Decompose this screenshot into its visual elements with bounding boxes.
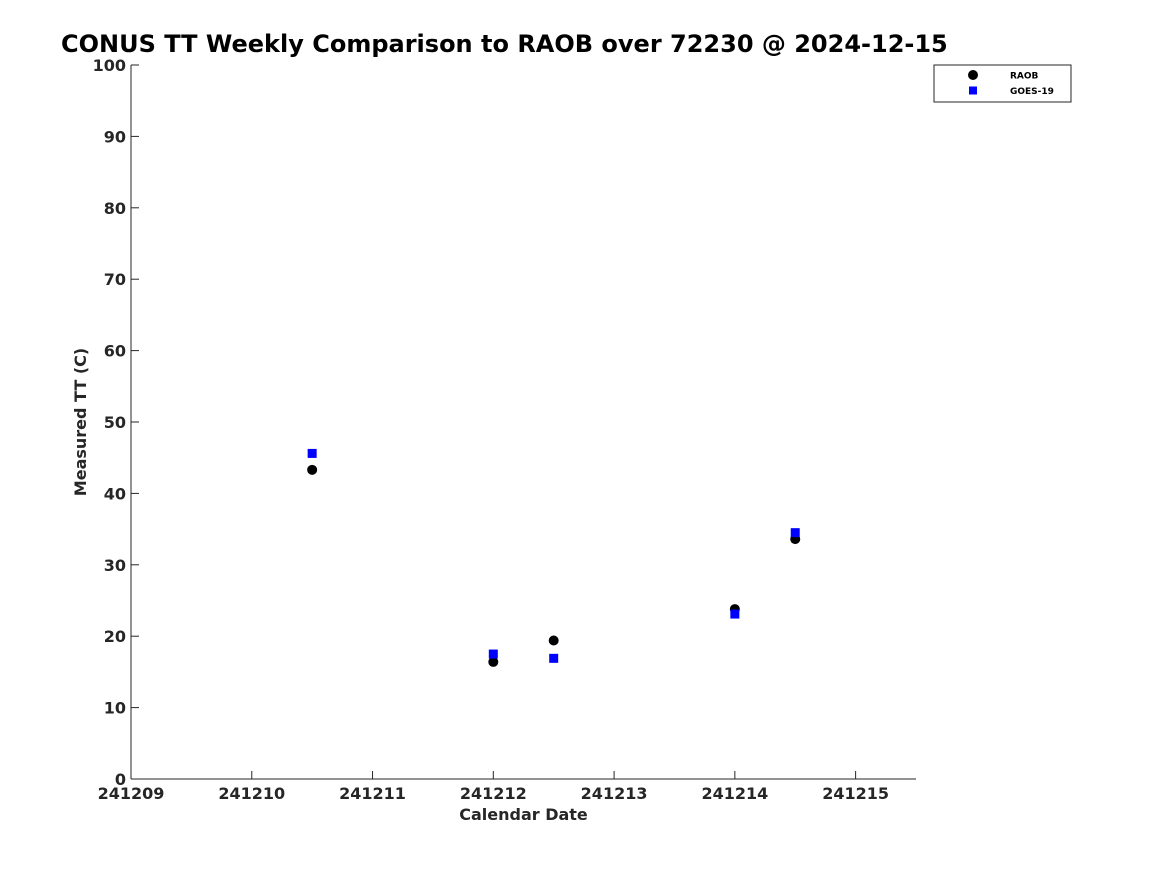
legend: RAOB GOES-19 <box>933 64 1072 103</box>
legend-marker-goes-19 <box>969 86 977 95</box>
point-goes-19 <box>307 448 317 458</box>
point-raob <box>307 464 318 475</box>
x-tick-label: 241214 <box>701 784 768 803</box>
legend-label-goes-19: GOES-19 <box>1010 87 1054 97</box>
y-tick-label: 40 <box>104 484 126 503</box>
x-tick-label: 241210 <box>218 784 285 803</box>
y-axis-label: Measured TT (C) <box>71 348 90 496</box>
data-points <box>307 448 801 667</box>
y-tick-label: 100 <box>93 56 126 75</box>
x-tick-label: 241209 <box>98 784 165 803</box>
y-tick-label: 20 <box>104 627 126 646</box>
y-tick-label: 10 <box>104 699 126 718</box>
x-tick-label: 241213 <box>581 784 648 803</box>
x-tick-label: 241215 <box>822 784 889 803</box>
point-raob <box>548 635 559 646</box>
y-tick-label: 70 <box>104 270 126 289</box>
x-axis-label: Calendar Date <box>459 805 588 824</box>
y-tick-label: 60 <box>104 342 126 361</box>
point-goes-19 <box>730 609 740 619</box>
y-tick-label: 50 <box>104 413 126 432</box>
x-tick-label: 241211 <box>339 784 406 803</box>
x-tick-label: 241212 <box>460 784 527 803</box>
legend-marker-raob <box>968 70 978 80</box>
y-tick-label: 0 <box>115 770 126 789</box>
point-goes-19 <box>790 528 800 538</box>
legend-label-raob: RAOB <box>1010 72 1039 82</box>
chart-title: CONUS TT Weekly Comparison to RAOB over … <box>61 30 948 58</box>
point-goes-19 <box>549 653 559 663</box>
legend-box <box>933 64 1072 103</box>
y-tick-label: 80 <box>104 199 126 218</box>
axes: 0 10 20 30 40 50 60 70 80 90 100 241209 241210 241211… <box>93 56 916 803</box>
point-raob <box>488 656 499 667</box>
y-tick-label: 90 <box>104 127 126 146</box>
point-goes-19 <box>488 649 498 659</box>
y-tick-label: 30 <box>104 556 126 575</box>
